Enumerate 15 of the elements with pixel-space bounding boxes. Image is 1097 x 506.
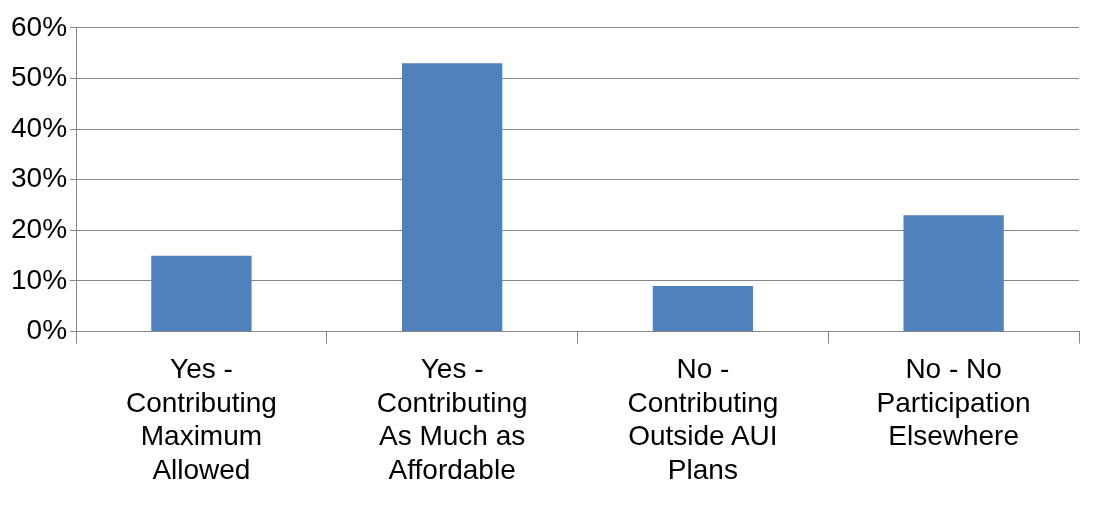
x-tick-label: No - No Participation Elsewhere <box>876 353 1031 452</box>
bar <box>151 255 252 332</box>
y-tick-label: 0% <box>26 314 68 346</box>
x-tick-label: Yes - Contributing As Much as Affordable <box>376 353 528 485</box>
y-tick-label: 40% <box>10 111 68 143</box>
y-tick-label: 60% <box>10 10 68 42</box>
y-tick-label: 30% <box>10 162 68 194</box>
x-tick-label: No - Contributing Outside AUI Plans <box>627 353 779 485</box>
y-tick-label: 20% <box>10 213 68 245</box>
y-tick-label: 50% <box>10 61 68 93</box>
bar <box>903 215 1004 332</box>
bar <box>402 63 503 332</box>
x-tick-label: Yes - Contributing Maximum Allowed <box>125 353 277 485</box>
bar <box>652 286 754 332</box>
y-tick-label: 10% <box>10 263 68 295</box>
